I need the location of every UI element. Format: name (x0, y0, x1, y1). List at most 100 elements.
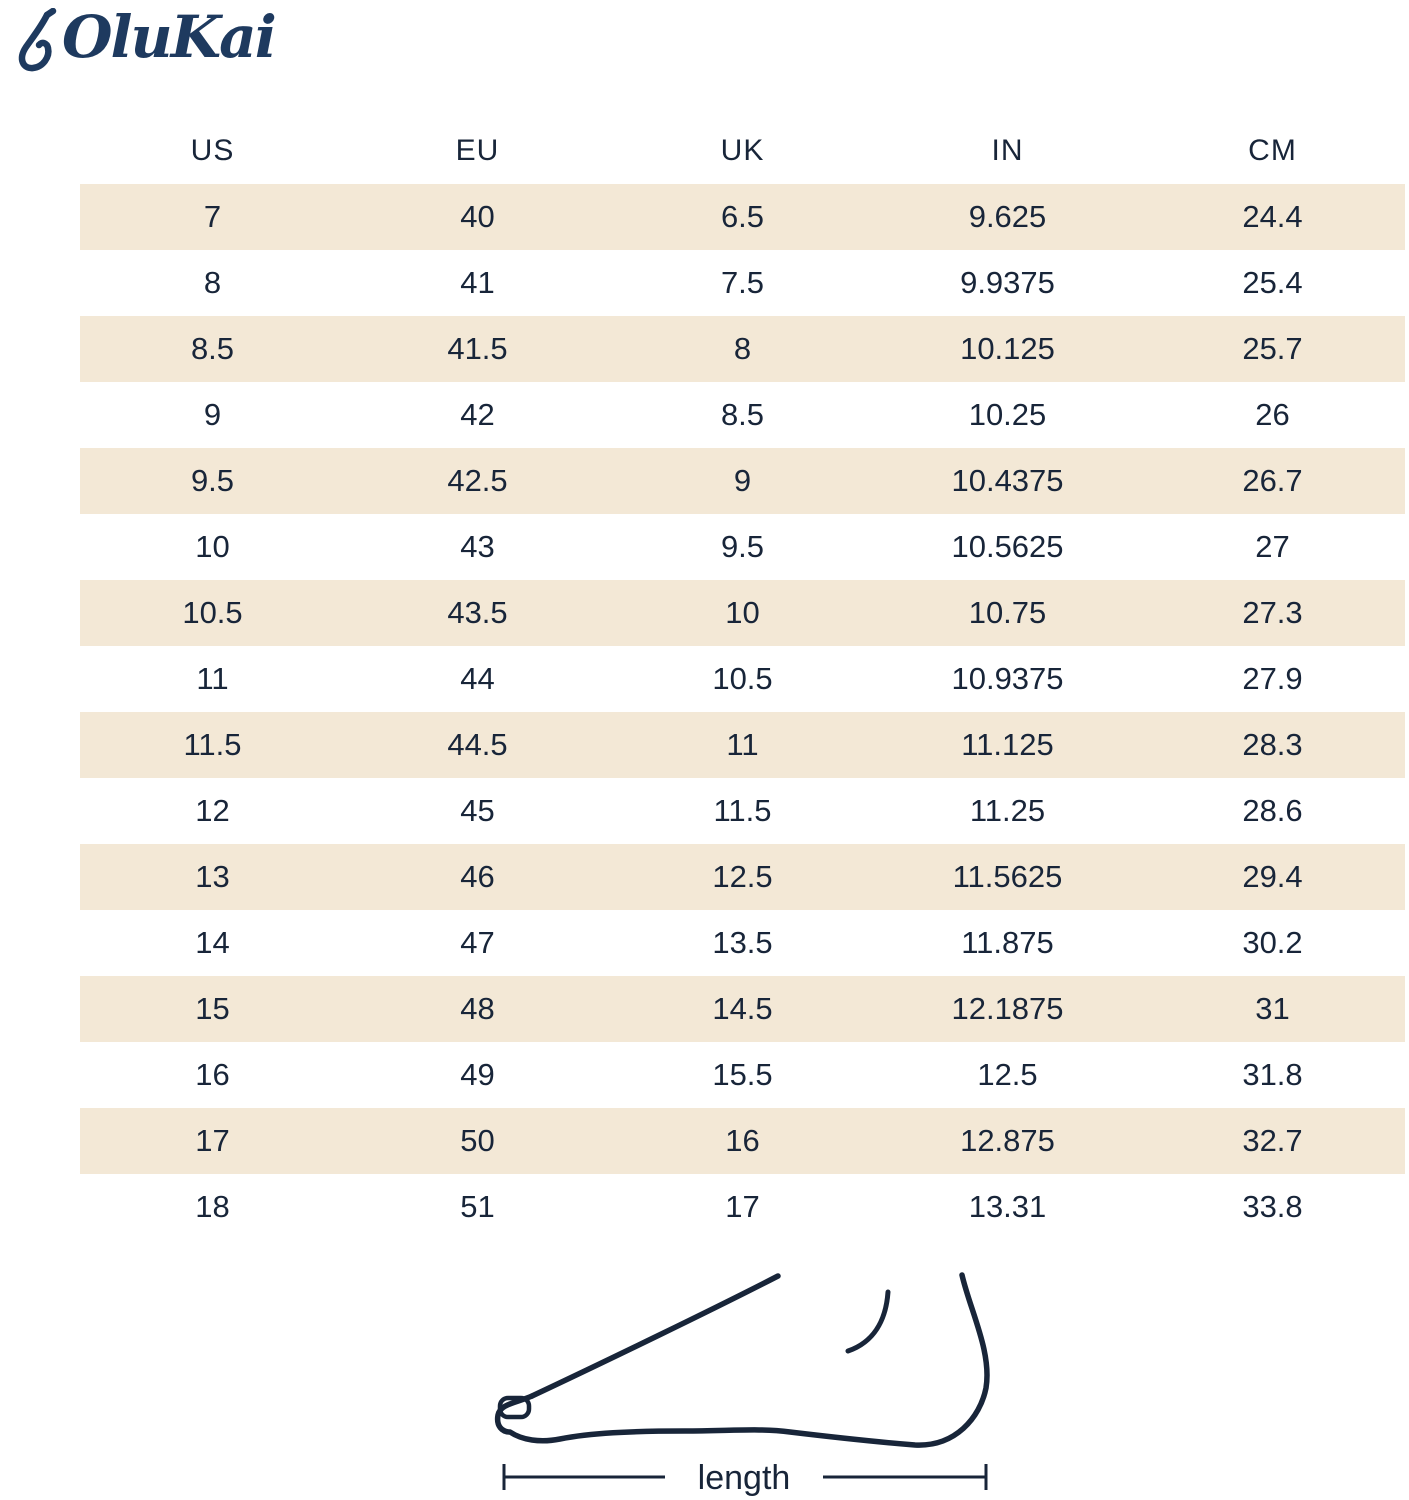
table-cell: 11.5 (713, 793, 772, 828)
table-cell: 15 (195, 991, 230, 1026)
foot-outline-drawing: length (494, 1272, 990, 1497)
table-row: 11 44 10.5 10.9375 27.9 (80, 646, 1405, 712)
table-cell: 6.5 (720, 199, 765, 234)
table-cell: 27 (1255, 529, 1290, 564)
table-cell: 28.3 (1242, 727, 1303, 762)
table-cell: 49 (460, 1057, 495, 1092)
table-cell: 7 (203, 199, 222, 234)
table-cell: 10.4375 (951, 463, 1064, 498)
foot-length-diagram: length (460, 1260, 1020, 1500)
table-cell: 8.5 (720, 397, 765, 432)
table-cell: 15.5 (712, 1057, 773, 1092)
table-body: 7 40 6.5 9.625 24.4 8 41 7.5 9.9375 25.4 8.5 41.5 8 1… (80, 184, 1405, 1240)
table-cell: 11.25 (969, 793, 1046, 828)
column-header: IN (991, 134, 1024, 167)
table-cell: 11.875 (961, 925, 1054, 960)
foot-sole-line (494, 1272, 990, 1448)
table-row: 14 47 13.5 11.875 30.2 (80, 910, 1405, 976)
table-cell: 16 (195, 1057, 230, 1092)
table-header-row: US EU UK IN CM (80, 118, 1405, 184)
foot-top-line (529, 1273, 781, 1399)
table-cell: 43.5 (447, 595, 508, 630)
column-header: EU (455, 134, 500, 167)
table-cell: 41 (460, 265, 495, 300)
table-cell: 25.4 (1242, 265, 1303, 300)
table-cell: 44 (460, 661, 495, 696)
table-cell: 24.4 (1242, 199, 1303, 234)
column-header: US (190, 134, 235, 167)
table-cell: 16 (725, 1123, 760, 1158)
table-row: 12 45 11.5 11.25 28.6 (80, 778, 1405, 844)
length-label: length (698, 1459, 791, 1497)
table-cell: 8 (203, 265, 222, 300)
table-cell: 28.6 (1242, 793, 1303, 828)
table-cell: 43 (460, 529, 495, 564)
table-cell: 45 (460, 793, 495, 828)
table-cell: 8 (733, 331, 752, 366)
table-cell: 10.125 (960, 331, 1055, 366)
table-cell: 51 (460, 1189, 495, 1224)
table-cell: 11.5 (183, 727, 242, 762)
table-cell: 48 (460, 991, 495, 1026)
ankle-curve-line (845, 1289, 891, 1354)
table-row: 11.5 44.5 11 11.125 28.3 (80, 712, 1405, 778)
table-cell: 25.7 (1242, 331, 1303, 366)
table-cell: 13.5 (712, 925, 773, 960)
table-cell: 9.5 (720, 529, 765, 564)
table-row: 17 50 16 12.875 32.7 (80, 1108, 1405, 1174)
brand-logo: OluKai (12, 6, 277, 72)
table-cell: 9 (203, 397, 222, 432)
table-cell: 50 (460, 1123, 495, 1158)
table-cell: 18 (195, 1189, 230, 1224)
table-row: 10 43 9.5 10.5625 27 (80, 514, 1405, 580)
table-cell: 40 (460, 199, 495, 234)
table-cell: 8.5 (190, 331, 235, 366)
table-cell: 10 (725, 595, 760, 630)
table-cell: 26 (1255, 397, 1290, 432)
table-cell: 12.5 (977, 1057, 1038, 1092)
table-cell: 14 (195, 925, 230, 960)
table-cell: 9.5 (190, 463, 235, 498)
column-header: UK (720, 134, 765, 167)
table-cell: 10 (195, 529, 230, 564)
table-cell: 17 (725, 1189, 760, 1224)
table-cell: 17 (195, 1123, 230, 1158)
table-row: 7 40 6.5 9.625 24.4 (80, 184, 1405, 250)
table-cell: 31.8 (1242, 1057, 1303, 1092)
table-row: 15 48 14.5 12.1875 31 (80, 976, 1405, 1042)
size-conversion-table: US EU UK IN CM 7 40 6.5 9.625 24.4 8 41 7.5 9.9375 25… (80, 118, 1405, 1240)
table-cell: 10.9375 (951, 661, 1064, 696)
table-cell: 12.5 (712, 859, 773, 894)
table-cell: 41.5 (447, 331, 508, 366)
table-cell: 7.5 (720, 265, 765, 300)
table-row: 8.5 41.5 8 10.125 25.7 (80, 316, 1405, 382)
table-cell: 29.4 (1242, 859, 1303, 894)
table-row: 13 46 12.5 11.5625 29.4 (80, 844, 1405, 910)
column-header: CM (1248, 134, 1297, 167)
table-row: 16 49 15.5 12.5 31.8 (80, 1042, 1405, 1108)
table-cell: 12 (195, 793, 230, 828)
table-cell: 27.3 (1242, 595, 1303, 630)
table-row: 9.5 42.5 9 10.4375 26.7 (80, 448, 1405, 514)
table-cell: 13.31 (968, 1189, 1047, 1224)
table-cell: 12.1875 (951, 991, 1064, 1026)
table-row: 10.5 43.5 10 10.75 27.3 (80, 580, 1405, 646)
table-cell: 11.125 (961, 727, 1054, 762)
table-cell: 10.5 (712, 661, 773, 696)
table-cell: 9.625 (968, 199, 1047, 234)
table-cell: 31 (1255, 991, 1290, 1026)
table-cell: 9 (733, 463, 752, 498)
table-cell: 42 (460, 397, 495, 432)
table-cell: 11 (726, 727, 759, 762)
table-cell: 47 (460, 925, 495, 960)
table-row: 18 51 17 13.31 33.8 (80, 1174, 1405, 1240)
table-cell: 26.7 (1242, 463, 1303, 498)
table-cell: 9.9375 (960, 265, 1055, 300)
table-cell: 10.5625 (951, 529, 1064, 564)
table-cell: 11 (196, 661, 229, 696)
fishhook-icon (18, 8, 57, 72)
table-cell: 44.5 (447, 727, 508, 762)
table-cell: 33.8 (1242, 1189, 1303, 1224)
table-cell: 10.5 (182, 595, 243, 630)
table-cell: 12.875 (960, 1123, 1055, 1158)
